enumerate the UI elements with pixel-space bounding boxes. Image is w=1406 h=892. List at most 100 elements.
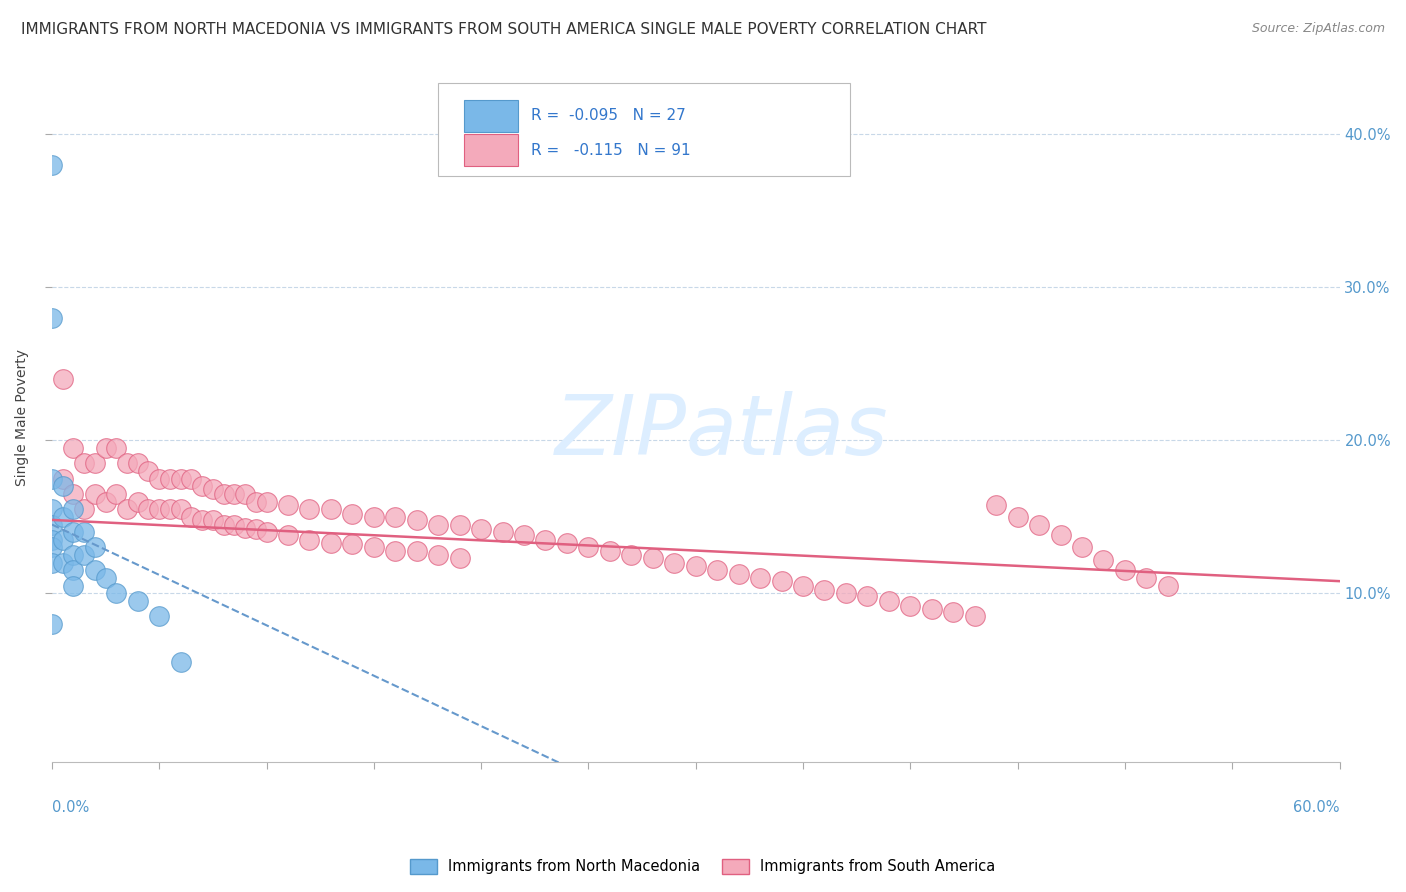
Point: [62, 579, 84, 593]
Point: [41, 533, 63, 547]
Point: [224, 517, 246, 532]
Point: [1028, 517, 1050, 532]
Point: [384, 543, 406, 558]
Point: [233, 520, 256, 534]
Point: [212, 517, 235, 532]
Point: [706, 564, 728, 578]
Point: [83, 487, 105, 501]
Point: [856, 590, 879, 604]
Point: [599, 543, 621, 558]
Point: [813, 583, 835, 598]
Point: [127, 456, 149, 470]
Point: [233, 487, 256, 501]
Point: [62, 441, 84, 455]
Point: [41, 517, 63, 532]
Point: [148, 472, 170, 486]
Point: [898, 599, 921, 613]
Point: [127, 494, 149, 508]
Point: [159, 502, 181, 516]
Point: [170, 472, 193, 486]
Point: [148, 502, 170, 516]
Text: ZIPatlas: ZIPatlas: [554, 391, 889, 472]
Point: [41, 617, 63, 632]
Point: [770, 574, 793, 589]
Point: [115, 456, 138, 470]
Point: [513, 528, 536, 542]
FancyBboxPatch shape: [439, 83, 851, 177]
Text: Source: ZipAtlas.com: Source: ZipAtlas.com: [1251, 22, 1385, 36]
Point: [245, 494, 267, 508]
Point: [52, 479, 75, 493]
Point: [277, 528, 299, 542]
Point: [877, 594, 900, 608]
Point: [363, 509, 385, 524]
Point: [138, 464, 160, 478]
Point: [41, 310, 63, 325]
Point: [298, 533, 321, 547]
Point: [685, 558, 707, 573]
FancyBboxPatch shape: [464, 100, 517, 131]
Text: 0.0%: 0.0%: [52, 799, 89, 814]
FancyBboxPatch shape: [464, 135, 517, 166]
Point: [277, 498, 299, 512]
Point: [342, 537, 364, 551]
Point: [52, 472, 75, 486]
Text: IMMIGRANTS FROM NORTH MACEDONIA VS IMMIGRANTS FROM SOUTH AMERICA SINGLE MALE POV: IMMIGRANTS FROM NORTH MACEDONIA VS IMMIG…: [21, 22, 987, 37]
Point: [105, 441, 128, 455]
Point: [1049, 528, 1071, 542]
Point: [62, 525, 84, 540]
Point: [52, 509, 75, 524]
Point: [256, 494, 278, 508]
Point: [52, 556, 75, 570]
Point: [792, 579, 814, 593]
Point: [73, 525, 96, 540]
Point: [105, 586, 128, 600]
Point: [212, 487, 235, 501]
Point: [298, 502, 321, 516]
Point: [342, 507, 364, 521]
Point: [41, 556, 63, 570]
Point: [319, 502, 342, 516]
Point: [835, 586, 858, 600]
Point: [1007, 509, 1029, 524]
Point: [191, 479, 214, 493]
Point: [83, 541, 105, 555]
Point: [159, 472, 181, 486]
Point: [52, 372, 75, 386]
Point: [73, 502, 96, 516]
Point: [534, 533, 557, 547]
Point: [180, 472, 202, 486]
Point: [245, 522, 267, 536]
Point: [94, 441, 117, 455]
Point: [470, 522, 492, 536]
Point: [319, 536, 342, 550]
Y-axis label: Single Male Poverty: Single Male Poverty: [15, 349, 30, 486]
Point: [62, 564, 84, 578]
Point: [127, 594, 149, 608]
Point: [749, 571, 772, 585]
Point: [555, 536, 578, 550]
Point: [1092, 553, 1115, 567]
Point: [138, 502, 160, 516]
Point: [201, 513, 224, 527]
Legend: Immigrants from North Macedonia, Immigrants from South America: Immigrants from North Macedonia, Immigra…: [405, 853, 1001, 880]
Point: [427, 548, 450, 562]
Point: [41, 541, 63, 555]
Point: [491, 525, 513, 540]
Point: [384, 509, 406, 524]
Point: [52, 533, 75, 547]
Text: R =   -0.115   N = 91: R = -0.115 N = 91: [531, 143, 690, 158]
Point: [986, 498, 1008, 512]
Point: [148, 609, 170, 624]
Point: [405, 543, 427, 558]
Point: [180, 509, 202, 524]
Text: 60.0%: 60.0%: [1294, 799, 1340, 814]
Point: [73, 548, 96, 562]
Point: [83, 456, 105, 470]
Point: [942, 605, 965, 619]
Point: [83, 564, 105, 578]
Point: [94, 571, 117, 585]
Point: [405, 513, 427, 527]
Point: [1157, 579, 1180, 593]
Point: [41, 502, 63, 516]
